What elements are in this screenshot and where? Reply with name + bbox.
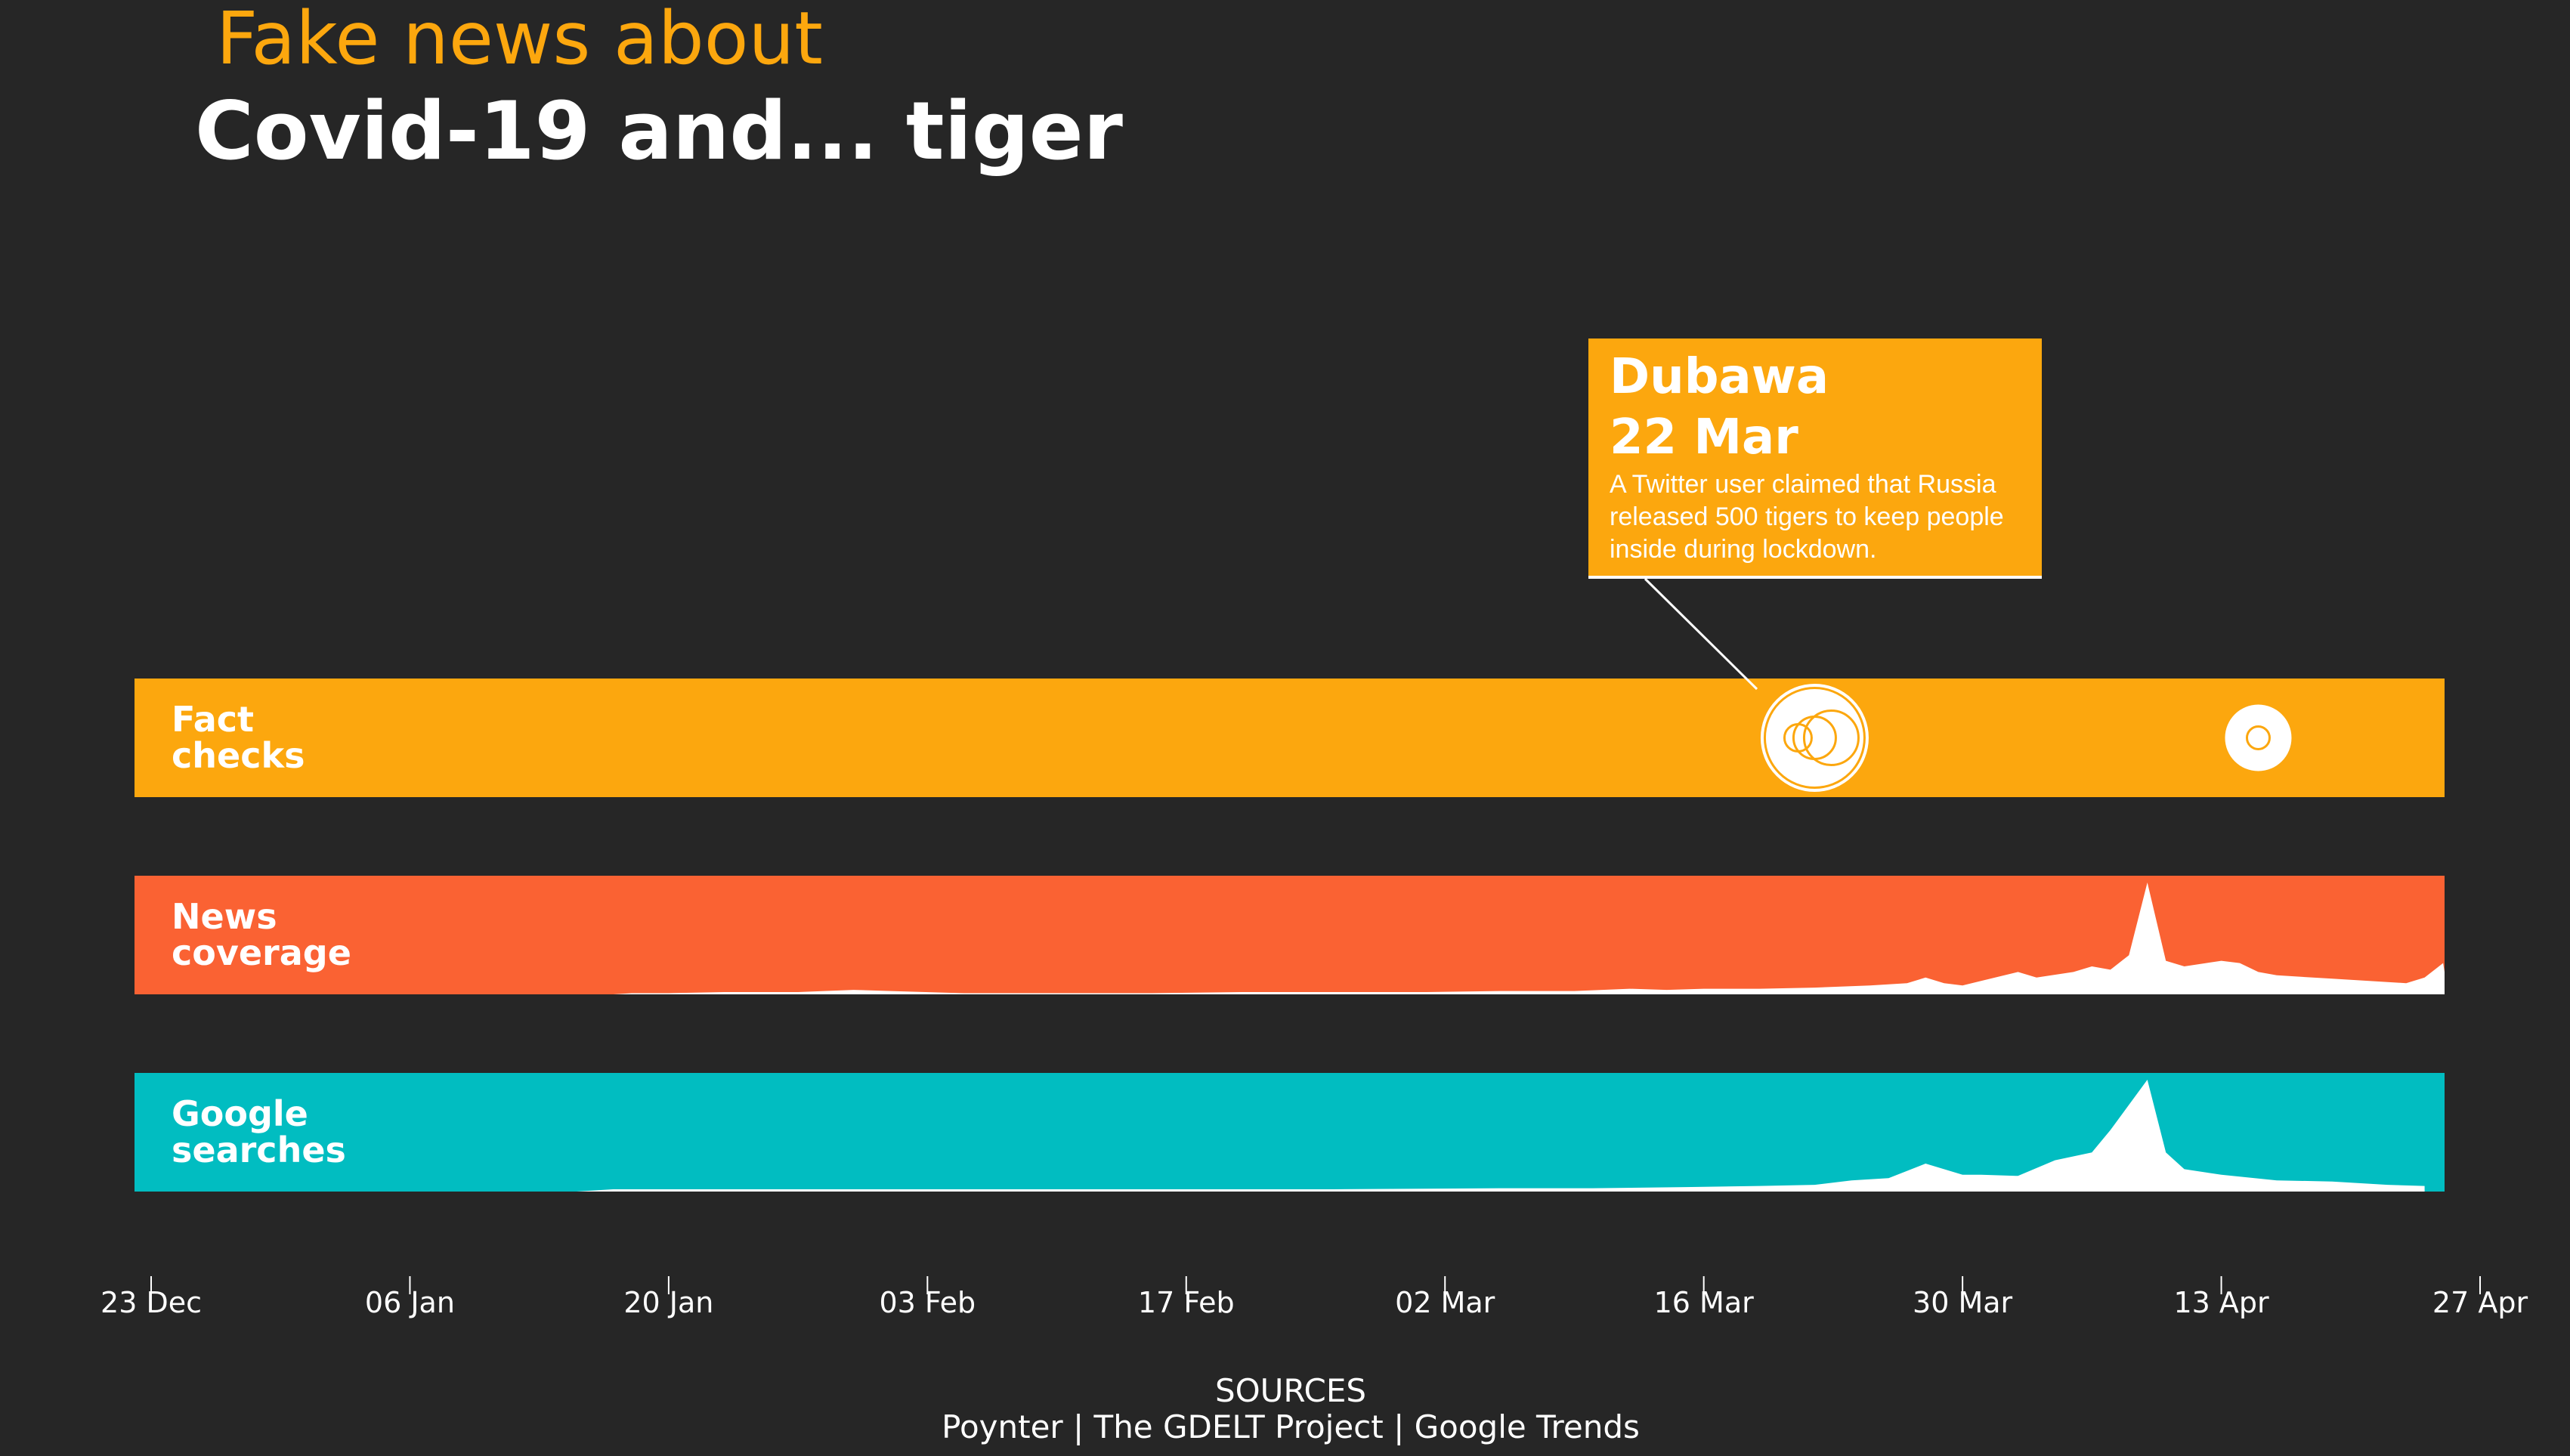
event-circle	[2245, 725, 2271, 750]
annotation-background	[1588, 338, 2042, 577]
annotation-source: Dubawa	[1610, 349, 1829, 405]
x-tick-label: 13 Apr	[2173, 1286, 2269, 1319]
x-tick-label: 03 Feb	[879, 1286, 976, 1319]
annotation-leader-line	[1644, 577, 1758, 691]
annotation-text-line: released 500 tigers to keep people	[1610, 502, 2004, 531]
event-circle	[1802, 709, 1860, 766]
x-axis: 23 Dec 06 Jan 20 Jan 03 Feb 17 Feb 02 Mar 16 M…	[101, 1276, 2528, 1319]
event-marker	[1760, 684, 1869, 792]
area-series	[576, 1080, 2425, 1192]
area-series	[613, 883, 2445, 994]
sources-list: Poynter | The GDELT Project | Google Tre…	[942, 1408, 1640, 1445]
x-tick-label: 16 Mar	[1654, 1286, 1755, 1319]
lane-label: News	[172, 896, 277, 937]
x-tick-label: 27 Apr	[2432, 1286, 2528, 1319]
lane-label: Fact	[172, 699, 254, 740]
lane-label: searches	[172, 1130, 346, 1170]
lane-label: checks	[172, 735, 305, 776]
x-tick-label: 20 Jan	[623, 1286, 713, 1319]
chart-title: Covid-19 and... tiger	[195, 85, 1123, 178]
lane-label: Google	[172, 1093, 308, 1134]
x-tick-label: 17 Feb	[1138, 1286, 1235, 1319]
event-outer-circle	[1760, 684, 1869, 792]
event-outer-circle	[2225, 704, 2292, 771]
x-tick-label: 02 Mar	[1395, 1286, 1495, 1319]
annotation-text-line: A Twitter user claimed that Russia	[1610, 470, 1996, 499]
lane-label: coverage	[172, 932, 351, 973]
event-marker	[2225, 704, 2292, 771]
lane-band	[135, 679, 2445, 797]
annotation-box: Dubawa 22 Mar A Twitter user claimed tha…	[1588, 338, 2042, 579]
x-tick-label: 06 Jan	[365, 1286, 455, 1319]
x-tick-label: 23 Dec	[101, 1286, 202, 1319]
annotation-date: 22 Mar	[1610, 410, 1798, 465]
chart-subtitle: Fake news about	[216, 0, 823, 81]
event-ring	[1763, 687, 1866, 789]
x-tick-label: 30 Mar	[1913, 1286, 2013, 1319]
annotation-text-line: inside during lockdown.	[1610, 535, 1876, 564]
sources-heading: SOURCES	[1215, 1372, 1366, 1409]
